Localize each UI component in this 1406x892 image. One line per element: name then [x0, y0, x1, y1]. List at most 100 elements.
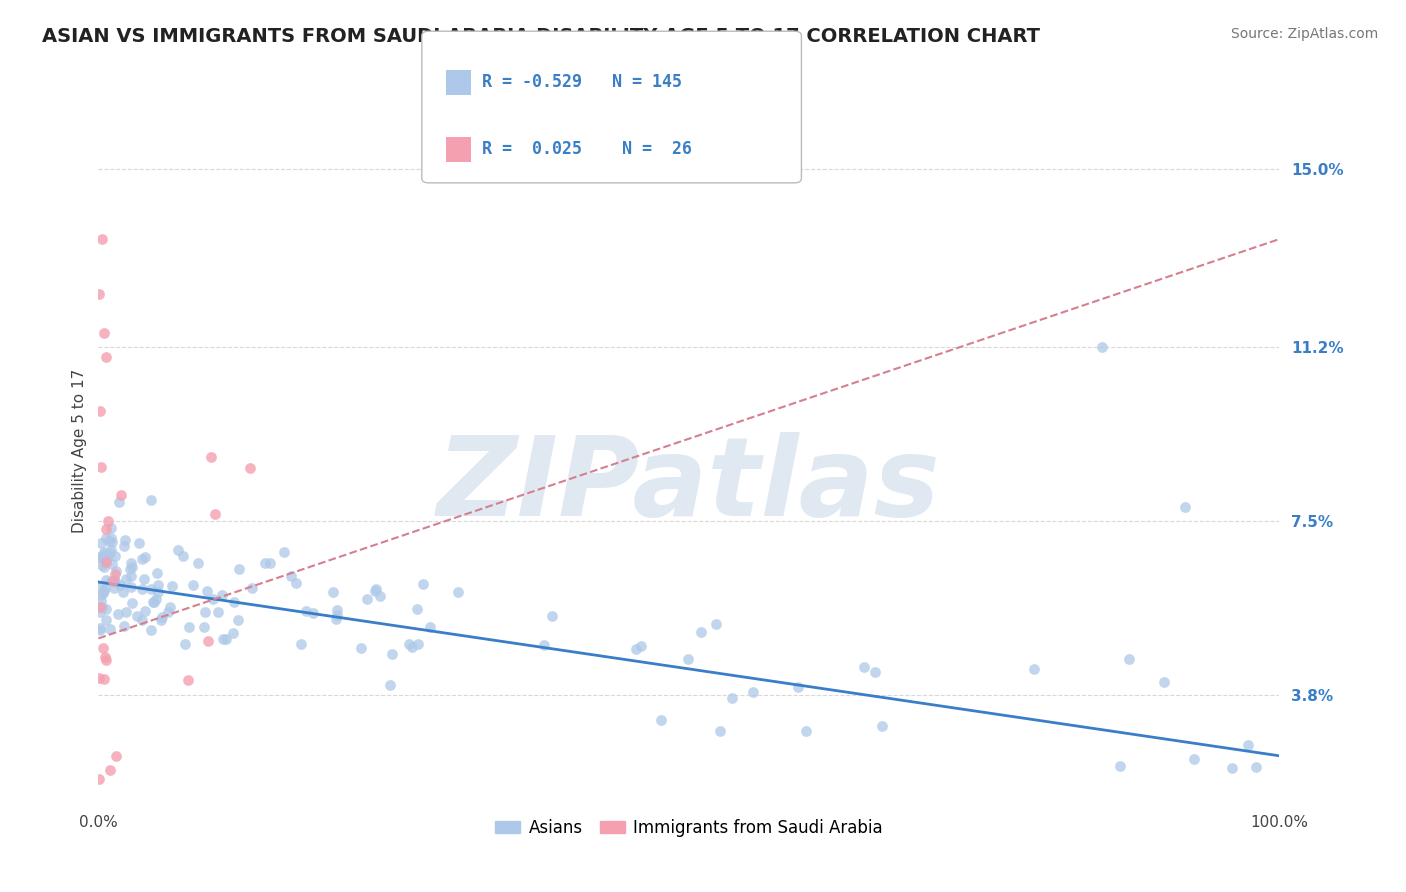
Point	[100, 542, 122, 557]
Point	[112, 619, 135, 633]
Point	[160, 578, 183, 592]
Point	[408, 637, 430, 651]
Point	[103, 549, 125, 563]
Point	[626, 641, 648, 656]
Point	[295, 604, 318, 618]
Point	[1220, 761, 1243, 775]
Point	[96, 653, 118, 667]
Point	[139, 582, 162, 596]
Text: R = -0.529   N = 145: R = -0.529 N = 145	[482, 73, 682, 91]
Point	[131, 613, 153, 627]
Point	[368, 589, 391, 603]
Point	[94, 582, 117, 596]
Point	[1174, 500, 1197, 514]
Point	[794, 723, 817, 738]
Point	[104, 574, 127, 589]
Point	[364, 584, 387, 599]
Point	[222, 595, 245, 609]
Point	[111, 585, 134, 599]
Point	[134, 549, 156, 564]
Point	[121, 559, 143, 574]
Point	[96, 573, 118, 587]
Point	[89, 623, 111, 637]
Point	[100, 531, 122, 545]
Point	[239, 460, 262, 475]
Point	[93, 326, 115, 340]
Point	[120, 562, 142, 576]
Point	[228, 562, 250, 576]
Point	[350, 641, 373, 656]
Point	[91, 551, 114, 566]
Point	[100, 557, 122, 571]
Point	[721, 691, 744, 706]
Point	[150, 610, 173, 624]
Point	[108, 578, 131, 592]
Point	[211, 588, 233, 602]
Point	[108, 494, 131, 508]
Point	[100, 574, 122, 589]
Point	[211, 632, 233, 646]
Point	[322, 585, 344, 599]
Point	[852, 659, 875, 673]
Legend: Asians, Immigrants from Saudi Arabia: Asians, Immigrants from Saudi Arabia	[489, 813, 889, 844]
Point	[204, 507, 226, 521]
Point	[405, 602, 427, 616]
Point	[93, 672, 115, 686]
Point	[650, 713, 672, 727]
Point	[1091, 340, 1114, 354]
Point	[93, 560, 115, 574]
Point	[98, 763, 121, 777]
Point	[94, 548, 117, 562]
Point	[325, 612, 347, 626]
Point	[226, 613, 249, 627]
Point	[202, 592, 225, 607]
Point	[120, 568, 142, 582]
Point	[91, 232, 114, 246]
Point	[94, 649, 117, 664]
Point	[91, 558, 114, 573]
Point	[89, 549, 111, 564]
Point	[89, 599, 111, 614]
Point	[704, 617, 727, 632]
Text: Source: ZipAtlas.com: Source: ZipAtlas.com	[1230, 27, 1378, 41]
Point	[187, 556, 209, 570]
Point	[94, 613, 117, 627]
Point	[183, 577, 205, 591]
Point	[195, 583, 218, 598]
Point	[177, 620, 200, 634]
Text: ZIPatlas: ZIPatlas	[437, 433, 941, 539]
Point	[134, 604, 156, 618]
Point	[132, 572, 155, 586]
Point	[93, 584, 115, 599]
Point	[1153, 675, 1175, 690]
Point	[89, 549, 111, 564]
Point	[120, 580, 142, 594]
Point	[115, 572, 138, 586]
Point	[98, 622, 121, 636]
Point	[121, 596, 143, 610]
Point	[676, 652, 699, 666]
Point	[280, 569, 302, 583]
Point	[96, 555, 118, 569]
Point	[177, 673, 200, 687]
Point	[87, 286, 110, 301]
Point	[540, 609, 562, 624]
Point	[447, 584, 470, 599]
Point	[104, 564, 127, 578]
Point	[148, 585, 170, 599]
Point	[207, 605, 229, 619]
Point	[197, 634, 219, 648]
Point	[167, 543, 190, 558]
Point	[90, 594, 112, 608]
Point	[1022, 662, 1045, 676]
Point	[125, 609, 148, 624]
Point	[90, 535, 112, 549]
Point	[1182, 751, 1205, 765]
Point	[90, 459, 112, 474]
Point	[149, 613, 172, 627]
Point	[89, 622, 111, 636]
Point	[112, 539, 135, 553]
Point	[128, 536, 150, 550]
Point	[870, 719, 893, 733]
Point	[690, 624, 713, 639]
